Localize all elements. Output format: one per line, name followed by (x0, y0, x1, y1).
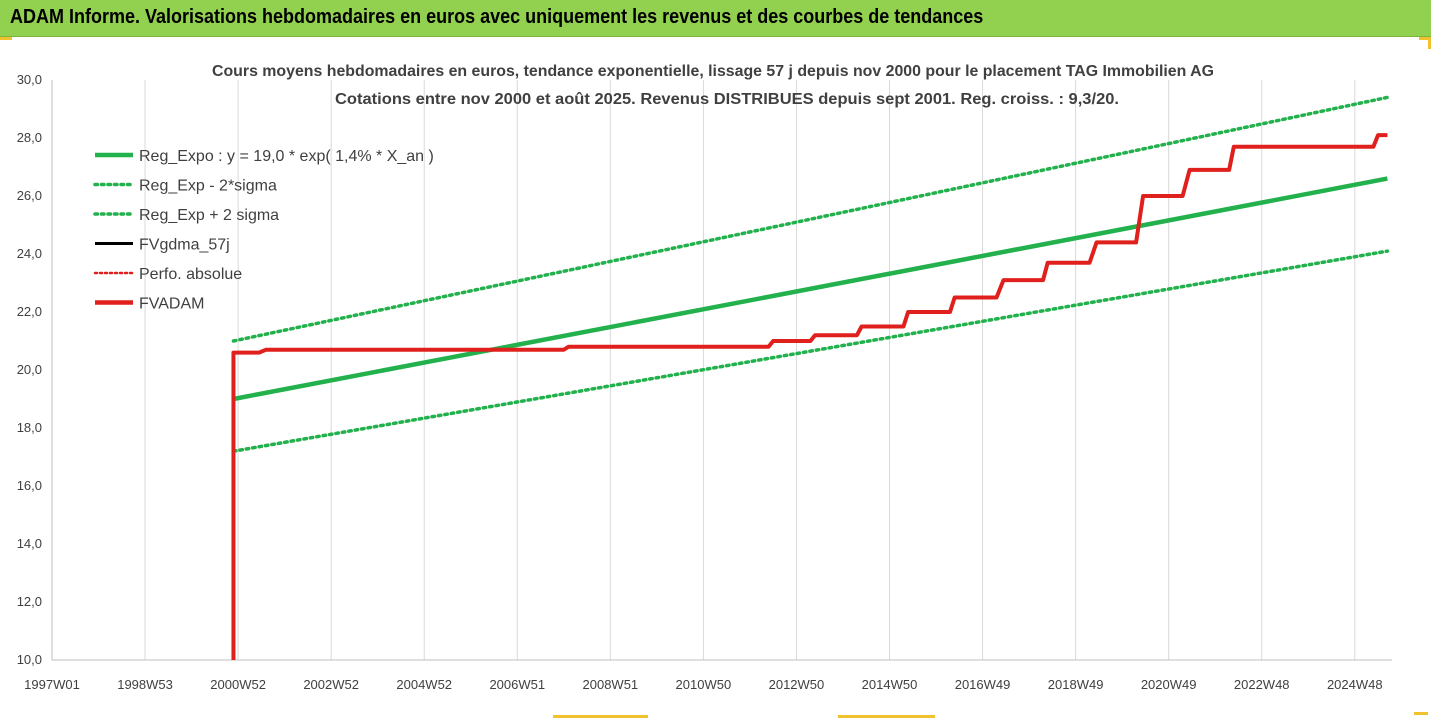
y-tick-label: 16,0 (17, 478, 42, 493)
legend: Reg_Expo : y = 19,0 * exp( 1,4% * X_an )… (93, 148, 434, 313)
series-reg-plus-2sigma (231, 95, 1390, 343)
x-tick-label: 2016W49 (955, 677, 1011, 692)
x-tick-label: 1998W53 (117, 677, 173, 692)
grid-lines (51, 80, 1356, 660)
legend-label-3: FVgdma_57j (139, 237, 230, 254)
chart-title: Cours moyens hebdomadaires en euros, ten… (212, 63, 1214, 108)
valuation-chart: 10,0 12,0 14,0 16,0 18,0 20,0 22,0 24,0 26,0 28,0… (17, 63, 1392, 692)
series-reg-minus-2sigma (231, 249, 1390, 453)
corner-mark-top-right (1419, 37, 1431, 40)
y-tick-label: 14,0 (17, 536, 42, 551)
x-tick-label: 2006W51 (489, 677, 545, 692)
axes (51, 80, 1392, 661)
y-tick-labels: 10,0 12,0 14,0 16,0 18,0 20,0 22,0 24,0 26,0 28,0… (17, 72, 42, 667)
x-tick-label: 1997W01 (24, 677, 80, 692)
chart-title-line-2: Cotations entre nov 2000 et août 2025. R… (335, 91, 1119, 108)
corner-mark-right (1428, 37, 1431, 49)
x-tick-label: 2002W52 (303, 677, 359, 692)
report-title: ADAM Informe. Valorisations hebdomadaire… (10, 6, 984, 28)
corner-mark-bottom-right (1414, 712, 1428, 715)
y-tick-label: 30,0 (17, 72, 42, 87)
y-tick-label: 28,0 (17, 130, 42, 145)
series-fvadam (231, 133, 1388, 660)
x-tick-label: 2008W51 (583, 677, 639, 692)
x-tick-label: 2018W49 (1048, 677, 1104, 692)
x-tick-label: 2022W48 (1234, 677, 1290, 692)
y-tick-label: 12,0 (17, 594, 42, 609)
x-tick-label: 2000W52 (210, 677, 266, 692)
series-reg-expo (233, 176, 1388, 402)
legend-label-0: Reg_Expo : y = 19,0 * exp( 1,4% * X_an ) (139, 148, 434, 165)
chart-title-line-1: Cours moyens hebdomadaires en euros, ten… (212, 63, 1214, 80)
x-tick-label: 2014W50 (862, 677, 918, 692)
y-tick-label: 26,0 (17, 188, 42, 203)
y-tick-label: 22,0 (17, 304, 42, 319)
legend-label-2: Reg_Exp + 2 sigma (139, 207, 279, 224)
x-tick-label: 2012W50 (769, 677, 825, 692)
corner-mark-bottom-1 (553, 715, 648, 718)
x-tick-label: 2004W52 (396, 677, 452, 692)
corner-mark-bottom-2 (838, 715, 935, 718)
series-group (231, 95, 1390, 660)
y-tick-label: 10,0 (17, 652, 42, 667)
x-tick-label: 2010W50 (676, 677, 732, 692)
legend-label-1: Reg_Exp - 2*sigma (139, 178, 277, 195)
y-tick-label: 20,0 (17, 362, 42, 377)
x-tick-label: 2020W49 (1141, 677, 1197, 692)
corner-mark-top-left (0, 37, 12, 40)
y-tick-label: 24,0 (17, 246, 42, 261)
x-tick-labels: 1997W01 1998W53 2000W52 2002W52 2004W52 2006W… (24, 677, 1382, 692)
x-tick-label: 2024W48 (1327, 677, 1383, 692)
report-header: ADAM Informe. Valorisations hebdomadaire… (0, 0, 1431, 37)
y-tick-label: 18,0 (17, 420, 42, 435)
legend-label-5: FVADAM (139, 296, 204, 313)
legend-label-4: Perfo. absolue (139, 266, 242, 283)
